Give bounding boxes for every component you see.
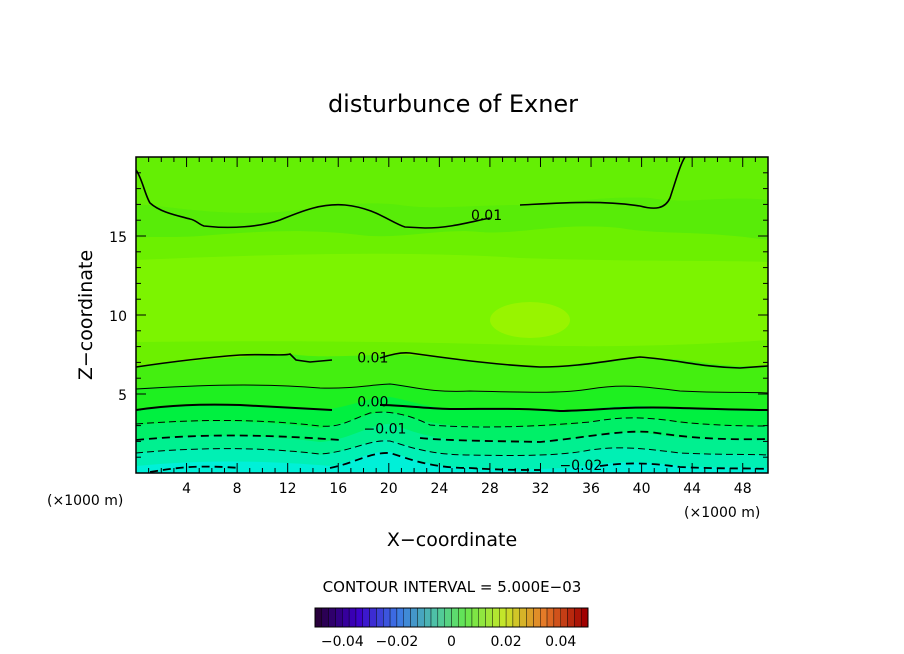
colorbar-frame: [314, 607, 589, 628]
x-tick-label: 36: [582, 481, 600, 497]
colorbar-cell: [533, 607, 541, 628]
x-tick-label: 28: [481, 481, 499, 497]
colorbar-tick-label: −0.04: [321, 634, 364, 650]
contour-label: 0.01: [471, 208, 502, 224]
x-axis-label: X−coordinate: [387, 529, 517, 551]
colorbar: [314, 607, 589, 628]
x-tick-label: 16: [329, 481, 347, 497]
y-axis-label: Z−coordinate: [75, 250, 97, 380]
colorbar-cell: [464, 607, 473, 628]
contour-label: 0.00: [357, 395, 388, 411]
colorbar-tick-labels: −0.04 −0.02 0 0.02 0.04: [321, 634, 577, 650]
contour-label: 0.01: [357, 350, 388, 366]
band-f7: [136, 451, 768, 473]
colorbar-cell: [355, 607, 363, 628]
colorbar-cell: [348, 607, 357, 628]
contour-label: −0.01: [364, 422, 407, 438]
colorbar-cell: [478, 607, 486, 628]
x-tick-label: 24: [430, 481, 448, 497]
colorbar-cell: [458, 607, 466, 628]
x-tick-label: 20: [380, 481, 398, 497]
chart-title: disturbunce of Exner: [328, 90, 578, 118]
x-unit-left: (×1000 m): [47, 493, 123, 509]
colorbar-cell: [376, 607, 384, 628]
axis-ticks: [136, 157, 768, 473]
x-tick-label: 40: [633, 481, 651, 497]
contour-line-dash-4: [149, 452, 768, 473]
contour-fill-group: [136, 157, 768, 473]
colorbar-cell: [417, 607, 425, 628]
colorbar-cell: [574, 607, 582, 628]
colorbar-cell: [362, 607, 370, 628]
colorbar-cell: [396, 607, 404, 628]
contour-label: −0.02: [559, 458, 602, 474]
mid-band-fill: [136, 253, 768, 347]
colorbar-cell: [485, 607, 493, 628]
colorbar-cell: [546, 607, 555, 628]
colorbar-cell: [560, 607, 568, 628]
local-max-fill: [490, 302, 570, 338]
colorbar-cell: [540, 607, 548, 628]
y-tick-labels: 5 10 15: [109, 230, 127, 404]
x-tick-label: 4: [182, 481, 191, 497]
colorbar-cell: [389, 607, 398, 628]
contour-line-mid-001: [136, 352, 768, 369]
colorbar-tick-label: −0.02: [375, 634, 418, 650]
colorbar-cell: [369, 607, 377, 628]
y-tick-label: 10: [109, 309, 127, 325]
colorbar-cell: [519, 607, 527, 628]
colorbar-cell: [471, 607, 480, 628]
colorbar-cell: [580, 607, 589, 628]
colorbar-cell: [424, 607, 432, 628]
x-tick-label: 48: [734, 481, 752, 497]
colorbar-cell: [444, 607, 452, 628]
colorbar-cell: [553, 607, 561, 628]
x-tick-label: 12: [279, 481, 297, 497]
contour-line-dash-3: [136, 440, 768, 456]
x-unit-right: (×1000 m): [684, 505, 760, 521]
colorbar-cell: [512, 607, 520, 628]
colorbar-cell: [321, 607, 329, 628]
y-tick-label: 15: [109, 230, 127, 246]
x-tick-label: 8: [233, 481, 242, 497]
colorbar-cell: [430, 607, 439, 628]
y-tick-label: 5: [118, 388, 127, 404]
contour-line-dash-2: [136, 430, 768, 443]
upper-band-fill-2: [136, 157, 768, 213]
colorbar-cell: [314, 607, 323, 628]
x-tick-labels: 4 8 12 16 20 24 28 32 36 40 44 48: [182, 481, 752, 497]
contour-line-dash-1: [136, 411, 768, 428]
colorbar-cell: [383, 607, 391, 628]
colorbar-cell: [451, 607, 459, 628]
contour-line-upper-001: [136, 157, 686, 229]
colorbar-tick-label: 0: [447, 634, 456, 650]
colorbar-tick-label: 0.02: [491, 634, 522, 650]
contour-lines: [136, 157, 768, 473]
colorbar-cell: [505, 607, 514, 628]
contour-labels: 0.01 0.01 0.00 −0.01 −0.02: [357, 208, 602, 474]
x-tick-label: 44: [683, 481, 701, 497]
contour-line-zero: [136, 403, 768, 413]
colorbar-tick-label: 0.04: [545, 634, 576, 650]
contour-line-thin-1: [136, 383, 768, 394]
colorbar-cell: [437, 607, 445, 628]
colorbar-cell: [526, 607, 534, 628]
contour-interval-note: CONTOUR INTERVAL = 5.000E−03: [323, 578, 582, 596]
x-tick-label: 32: [532, 481, 550, 497]
colorbar-cell: [328, 607, 336, 628]
colorbar-cell: [342, 607, 350, 628]
colorbar-cell: [499, 607, 507, 628]
colorbar-cell: [403, 607, 411, 628]
colorbar-cell: [335, 607, 343, 628]
colorbar-cell: [567, 607, 575, 628]
colorbar-cell: [492, 607, 500, 628]
colorbar-cell: [410, 607, 418, 628]
